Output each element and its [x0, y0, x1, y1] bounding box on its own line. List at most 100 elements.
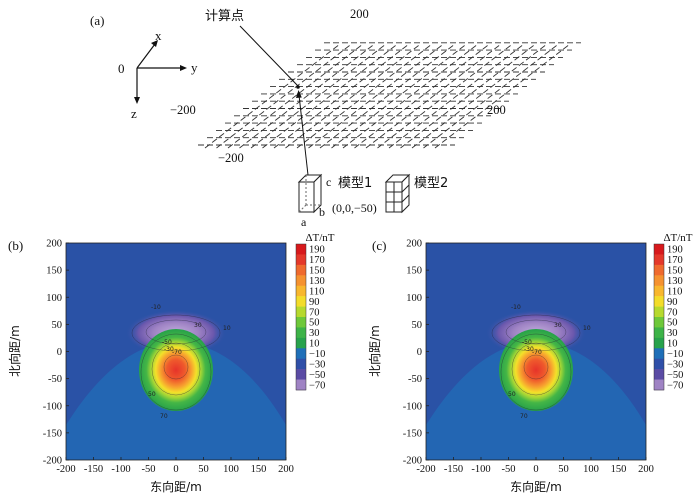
colorbar-frame — [295, 243, 307, 391]
colorbar-unit: ΔT/nT — [663, 232, 692, 244]
contour-label: 30 — [194, 322, 202, 329]
contour-label: -10 — [511, 304, 521, 311]
panel-c-contour-labels: -10 30 10 -50-30-70 50 70 — [508, 304, 591, 420]
colorbar-tick-label: 10 — [309, 339, 320, 350]
contour-label: -30 — [524, 346, 534, 353]
dim-c-label: c — [326, 175, 331, 189]
y-tick-label: -50 — [48, 374, 62, 385]
y-tick-label: -100 — [43, 401, 62, 412]
colorbar-tick-label: 50 — [667, 318, 678, 329]
colorbar-swatch — [296, 296, 306, 307]
model-2-label: 模型2 — [414, 176, 448, 191]
colorbar-tick-label: 170 — [309, 255, 325, 266]
colorbar-swatch — [296, 285, 306, 297]
x-tick-label: -150 — [84, 464, 103, 475]
colorbar-unit: ΔT/nT — [305, 232, 334, 244]
x-tick-label: 150 — [611, 464, 627, 475]
colorbar-tick-label: −10 — [667, 349, 683, 360]
colorbar-swatch — [654, 306, 664, 318]
axis-z-label: z — [131, 106, 137, 121]
y-tick-label: 200 — [406, 239, 422, 250]
contour-label: 10 — [223, 325, 231, 332]
colorbar-tick-label: −70 — [309, 380, 325, 391]
colorbar-swatch — [654, 296, 664, 307]
grid-col-line — [377, 43, 513, 149]
colorbar-swatch — [654, 254, 664, 266]
colorbar-tick-label: 70 — [667, 307, 678, 318]
colorbar-swatch — [296, 358, 306, 370]
grid-col-line — [354, 43, 490, 149]
colorbar-tick-label: 190 — [667, 245, 683, 256]
model-to-point-arrow — [298, 94, 309, 176]
y-tick-label: 0 — [417, 347, 422, 358]
grid-col-line — [400, 43, 536, 149]
x-tick-label: -100 — [111, 464, 130, 475]
x-tick-label: -50 — [142, 464, 156, 475]
colorbar-tick-label: 50 — [309, 318, 320, 329]
x-tick-label: 200 — [278, 464, 294, 475]
grid-col-line — [227, 43, 364, 149]
colorbar-swatch — [654, 369, 664, 380]
x-tick-label: 150 — [251, 464, 267, 475]
contour-label: 30 — [554, 322, 562, 329]
colorbar-swatch — [654, 337, 664, 349]
model-position-label: (0,0,−50) — [332, 201, 377, 215]
colorbar-tick-label: 90 — [667, 297, 678, 308]
x-tick-label: 100 — [223, 464, 239, 475]
colorbar-swatch — [296, 348, 306, 360]
grid-col-line — [342, 43, 479, 149]
colorbar-swatch — [296, 244, 306, 255]
colorbar-frame — [653, 243, 665, 391]
colorbar-tick-label: −50 — [667, 370, 683, 381]
panel-b-contour-lines — [131, 314, 221, 411]
contour-label: -30 — [164, 346, 174, 353]
y-tick-label: 0 — [57, 347, 62, 358]
colorbar-tick-label: 150 — [309, 266, 325, 277]
dim-b-label: b — [319, 205, 325, 219]
grid-label-bottom: −200 — [218, 151, 244, 165]
x-tick-label: -150 — [444, 464, 463, 475]
grid-col-line — [250, 43, 387, 149]
colorbar-swatch — [296, 275, 306, 287]
colorbar-tick-label: 90 — [309, 297, 320, 308]
y-tick-label: 100 — [46, 293, 62, 304]
grid-col-line — [411, 43, 548, 149]
colorbar-tick-label: 110 — [667, 286, 682, 297]
model-1-label: 模型1 — [338, 176, 372, 191]
colorbar-swatch — [296, 369, 306, 380]
panel-c-label: (c) — [372, 238, 386, 253]
panel-b-plot-area — [66, 243, 286, 460]
axis-x-label: x — [155, 28, 162, 43]
panel-c-colorbar: ΔT/nT1901701501301109070503010−10−30−50−… — [653, 232, 693, 391]
colorbar-swatch — [296, 264, 306, 276]
panel-b-xlabel: 东向距/m — [150, 479, 202, 494]
grid-col-line — [365, 43, 502, 149]
y-tick-label: 200 — [46, 239, 62, 250]
colorbar-swatch — [296, 254, 306, 266]
model-2-prism — [384, 173, 411, 214]
panel-c-plot-area — [426, 243, 646, 460]
grid-col-line — [423, 43, 559, 149]
colorbar-tick-label: 10 — [667, 339, 678, 350]
colorbar-swatch — [296, 327, 306, 339]
panel-c-axes: -200 -150 -100 -50 0 50 100 150 200 200 150 100 50 0 -… — [403, 239, 654, 476]
colorbar-tick-label: −50 — [309, 370, 325, 381]
contour-label: -70 — [172, 349, 182, 356]
colorbar-tick-label: 30 — [309, 328, 320, 339]
axes-indicator: 0 x y z — [118, 28, 198, 121]
x-tick-label: -100 — [471, 464, 490, 475]
panel-c-ylabel: 北向距/m — [367, 325, 382, 377]
y-tick-label: 50 — [412, 320, 423, 331]
colorbar-swatch — [654, 244, 664, 255]
colorbar-tick-label: 30 — [667, 328, 678, 339]
grid-col-line — [216, 43, 352, 149]
colorbar-swatch — [296, 379, 306, 391]
colorbar-swatch — [654, 379, 664, 391]
axis-origin-label: 0 — [118, 61, 125, 76]
colorbar-swatch — [654, 317, 664, 328]
colorbar-tick-label: 130 — [309, 276, 325, 287]
grid-col-line — [273, 43, 410, 149]
panel-b-axes: -200 -150 -100 -50 0 50 100 150 200 200 150 100 50 0 -… — [43, 239, 294, 476]
contour-label: -70 — [532, 349, 542, 356]
